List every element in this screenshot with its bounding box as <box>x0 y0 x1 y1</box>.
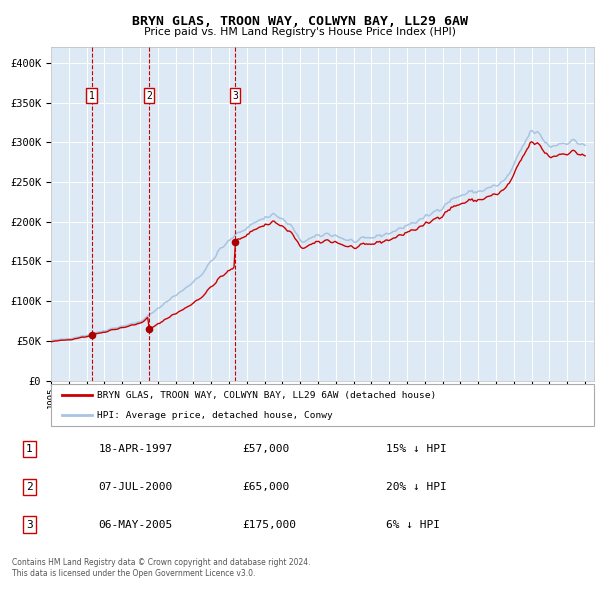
Text: 2: 2 <box>26 482 32 491</box>
Text: BRYN GLAS, TROON WAY, COLWYN BAY, LL29 6AW (detached house): BRYN GLAS, TROON WAY, COLWYN BAY, LL29 6… <box>97 391 436 400</box>
Text: 07-JUL-2000: 07-JUL-2000 <box>98 482 173 491</box>
Text: 20% ↓ HPI: 20% ↓ HPI <box>386 482 447 491</box>
Text: 1: 1 <box>26 444 32 454</box>
Text: 6% ↓ HPI: 6% ↓ HPI <box>386 520 440 529</box>
Text: This data is licensed under the Open Government Licence v3.0.: This data is licensed under the Open Gov… <box>12 569 256 578</box>
Text: 1: 1 <box>89 90 95 100</box>
Text: 18-APR-1997: 18-APR-1997 <box>98 444 173 454</box>
Text: £57,000: £57,000 <box>242 444 290 454</box>
Text: 3: 3 <box>232 90 238 100</box>
Text: HPI: Average price, detached house, Conwy: HPI: Average price, detached house, Conw… <box>97 411 333 420</box>
Text: 3: 3 <box>26 520 32 529</box>
Text: £175,000: £175,000 <box>242 520 296 529</box>
Text: BRYN GLAS, TROON WAY, COLWYN BAY, LL29 6AW: BRYN GLAS, TROON WAY, COLWYN BAY, LL29 6… <box>132 15 468 28</box>
Text: Price paid vs. HM Land Registry's House Price Index (HPI): Price paid vs. HM Land Registry's House … <box>144 27 456 37</box>
Text: 2: 2 <box>146 90 152 100</box>
Text: Contains HM Land Registry data © Crown copyright and database right 2024.: Contains HM Land Registry data © Crown c… <box>12 558 311 566</box>
Text: £65,000: £65,000 <box>242 482 290 491</box>
FancyBboxPatch shape <box>51 384 594 426</box>
Text: 15% ↓ HPI: 15% ↓ HPI <box>386 444 447 454</box>
Text: 06-MAY-2005: 06-MAY-2005 <box>98 520 173 529</box>
